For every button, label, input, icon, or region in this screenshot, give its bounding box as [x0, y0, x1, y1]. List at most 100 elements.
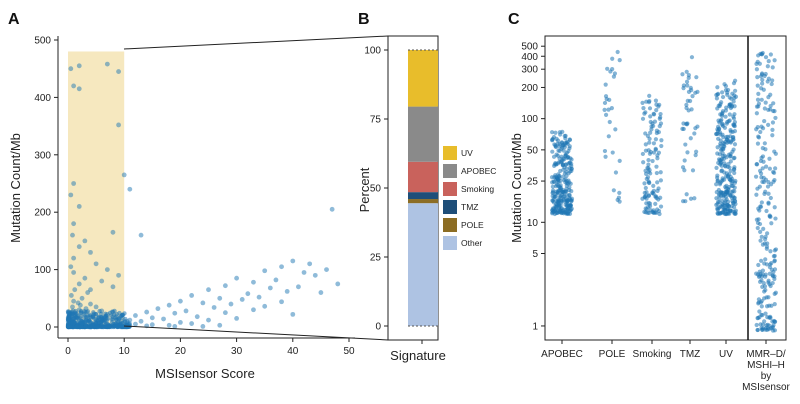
- data-point: [561, 208, 566, 213]
- y-axis-title: Mutation Count/Mb: [8, 133, 23, 243]
- data-point: [567, 160, 572, 165]
- data-point: [558, 193, 563, 199]
- y-axis-title: Percent: [357, 167, 372, 212]
- y-tick-label: 500: [34, 36, 51, 47]
- data-point: [688, 98, 693, 104]
- data-point: [563, 202, 568, 207]
- data-point: [79, 295, 85, 301]
- data-point: [75, 300, 81, 306]
- data-point: [758, 204, 763, 209]
- panel-b-stacked-bar: 0 25 50 75 100 Percent Signature UV APOBEC Smo…: [357, 35, 496, 363]
- legend-swatch-other: [443, 236, 457, 250]
- y-tick-label: 400: [34, 93, 51, 104]
- data-point: [766, 278, 771, 283]
- y-tick-label: 100: [521, 114, 538, 125]
- data-point: [754, 111, 759, 116]
- data-point: [731, 156, 736, 161]
- data-point: [70, 304, 75, 310]
- data-point: [714, 165, 719, 170]
- data-point: [68, 264, 74, 270]
- data-point: [732, 180, 738, 185]
- data-point: [768, 52, 773, 57]
- data-point: [715, 175, 720, 180]
- data-point: [690, 168, 696, 173]
- x-tick-label: 40: [287, 346, 299, 357]
- y-tick-label: 5: [532, 249, 538, 260]
- data-point: [715, 145, 720, 150]
- data-point: [646, 148, 651, 153]
- data-point: [683, 142, 688, 147]
- data-point: [643, 142, 648, 147]
- data-point: [647, 140, 652, 145]
- data-point: [645, 133, 650, 139]
- y-tick-label: 200: [521, 83, 538, 94]
- data-point: [609, 106, 614, 111]
- data-point: [234, 315, 240, 321]
- data-point: [616, 195, 621, 200]
- data-point: [71, 181, 77, 186]
- data-point: [82, 275, 88, 281]
- data-point: [549, 130, 555, 135]
- data-point: [759, 97, 764, 102]
- x-category-label: UV: [719, 349, 733, 360]
- data-point: [772, 58, 777, 63]
- data-point: [138, 232, 144, 238]
- data-point: [763, 189, 768, 194]
- data-point: [755, 83, 760, 88]
- data-point: [716, 193, 722, 198]
- data-point: [680, 199, 686, 204]
- data-point: [114, 311, 119, 317]
- data-point: [646, 193, 651, 198]
- data-point: [762, 141, 767, 146]
- data-point: [757, 168, 763, 173]
- y-tick-label: 75: [370, 115, 382, 126]
- data-point: [773, 216, 778, 221]
- data-point: [149, 322, 155, 328]
- data-point: [764, 244, 770, 249]
- data-point: [689, 88, 694, 93]
- legend-swatch-uv: [443, 146, 457, 160]
- data-point: [557, 209, 562, 215]
- data-point: [763, 55, 769, 60]
- data-point: [234, 275, 240, 281]
- x-category-label: TMZ: [680, 349, 701, 360]
- data-point: [98, 311, 104, 317]
- data-point: [564, 166, 569, 171]
- data-point: [654, 170, 659, 176]
- data-point: [206, 287, 211, 293]
- data-point: [764, 208, 769, 214]
- data-point: [725, 92, 730, 97]
- data-point: [653, 146, 658, 151]
- data-point: [602, 107, 607, 112]
- y-tick-label: 0: [45, 323, 51, 334]
- data-point: [658, 111, 663, 117]
- data-point: [773, 166, 778, 171]
- data-point: [76, 244, 82, 250]
- data-point: [692, 196, 697, 201]
- data-point: [640, 100, 645, 105]
- data-point: [754, 271, 759, 276]
- data-point: [765, 64, 770, 69]
- data-point: [73, 308, 78, 314]
- panel-c-frame: [544, 35, 787, 341]
- data-point: [550, 188, 556, 193]
- data-point: [732, 199, 738, 204]
- data-point: [759, 72, 765, 77]
- data-point: [773, 151, 778, 156]
- data-point: [647, 204, 653, 209]
- data-point: [110, 309, 116, 315]
- data-point: [765, 184, 771, 189]
- data-point: [649, 124, 654, 129]
- data-point: [611, 188, 616, 193]
- data-point: [684, 69, 689, 74]
- x-tick-label: 0: [65, 346, 71, 357]
- data-point: [725, 87, 731, 93]
- data-point: [769, 267, 774, 272]
- data-point: [119, 313, 124, 318]
- data-point: [71, 320, 77, 326]
- data-point: [307, 261, 313, 267]
- data-point: [97, 319, 103, 325]
- data-point: [770, 328, 776, 333]
- data-point: [603, 154, 608, 159]
